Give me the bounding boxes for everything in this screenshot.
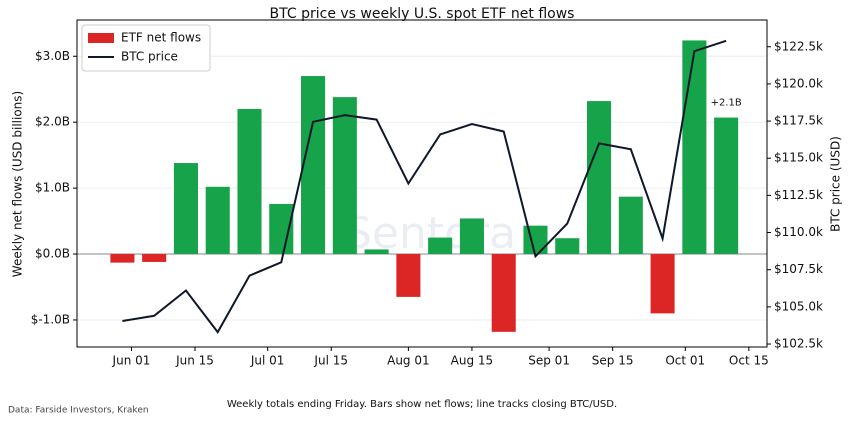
- price-line: [122, 39, 727, 334]
- bar: [618, 196, 643, 255]
- y2-tick-label: $117.5k: [774, 114, 823, 128]
- bar: [428, 237, 453, 255]
- chart-title: BTC price vs weekly U.S. spot ETF net fl…: [270, 6, 575, 22]
- y2-tick-label: $112.5k: [774, 188, 823, 202]
- y2-tick-label: $102.5k: [774, 337, 823, 351]
- x-tick-label: Jun 15: [175, 354, 214, 368]
- y2-axis-label: BTC price (USD): [829, 136, 843, 232]
- y2-tick-label: $107.5k: [774, 262, 823, 276]
- y-tick-label: $3.0B: [35, 49, 70, 63]
- x-tick-label: Sep 01: [528, 354, 570, 368]
- bar: [523, 225, 548, 255]
- source: Data: Farside Investors, Kraken: [8, 406, 149, 416]
- annotation: +2.1B: [711, 98, 742, 109]
- y2-tick-label: $115.0k: [774, 151, 823, 165]
- y2-tick-label: $122.5k: [774, 39, 823, 53]
- bar: [237, 109, 262, 255]
- y-tick-label: $2.0B: [35, 115, 70, 129]
- bar: [650, 254, 675, 314]
- bar: [301, 76, 326, 255]
- bar: [714, 117, 739, 255]
- bar: [587, 101, 612, 255]
- x-tick-label: Oct 01: [665, 354, 705, 368]
- legend-label: BTC price: [121, 50, 178, 64]
- x-tick-label: Oct 15: [729, 354, 769, 368]
- y-tick-label: $0.0B: [35, 247, 70, 261]
- bar: [364, 249, 389, 255]
- x-tick-label: Aug 15: [451, 354, 494, 368]
- bar: [491, 254, 516, 332]
- y-tick-label: $1.0B: [35, 181, 70, 195]
- bar: [396, 254, 421, 297]
- y-axis-label: Weekly net flows (USD billions): [11, 91, 25, 277]
- bar: [332, 97, 357, 255]
- x-tick-label: Aug 01: [387, 354, 430, 368]
- x-tick-label: Jul 15: [313, 354, 348, 368]
- x-tick-label: Jun 01: [112, 354, 151, 368]
- plot-frame: [76, 19, 768, 348]
- x-tick-label: Jul 01: [250, 354, 285, 368]
- y-tick-label: $-1.0B: [31, 312, 70, 326]
- bar: [173, 163, 198, 255]
- bar: [682, 40, 707, 255]
- bar: [142, 254, 167, 262]
- caption: Weekly totals ending Friday. Bars show n…: [227, 399, 617, 410]
- bar: [555, 238, 580, 255]
- y2-tick-label: $110.0k: [774, 225, 823, 239]
- bar: [205, 186, 230, 255]
- x-tick-label: Sep 15: [592, 354, 634, 368]
- bar: [110, 254, 135, 263]
- y2-tick-label: $120.0k: [774, 76, 823, 90]
- legend-swatch: [88, 33, 114, 43]
- legend-label: ETF net flows: [121, 31, 201, 45]
- bar: [459, 218, 484, 255]
- y2-tick-label: $105.0k: [774, 299, 823, 313]
